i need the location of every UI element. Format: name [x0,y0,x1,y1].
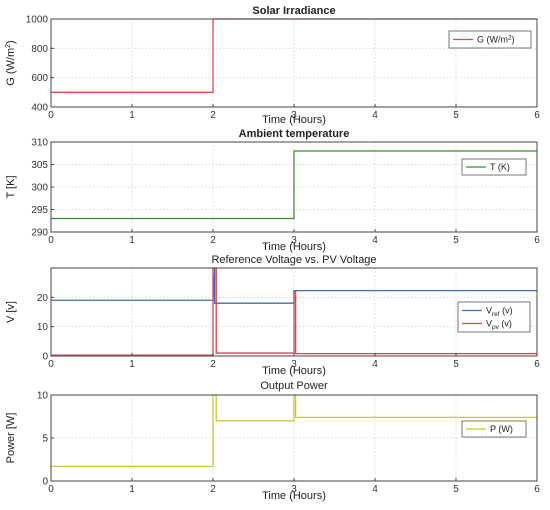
x-tick-label: 6 [534,359,540,370]
legend-label-main: V [486,306,492,316]
legend: Vref (v)Vpv (v) [457,301,531,333]
legend-label: T (K) [490,162,510,172]
y-tick-label: 10 [37,391,49,402]
chart-panel-3: 0 1 2 3 4 5 6 0 10 20 Reference Voltage vs. PV Vol… [5,254,540,377]
x-tick-label: 4 [372,110,378,121]
x-tick-label: 3 [291,110,297,121]
legend-label-main: V [486,319,492,329]
x-tick-label: 6 [534,484,540,495]
y-axis-label: T [K] [5,175,17,198]
x-tick-label: 1 [129,359,135,370]
legend-label: Vref (v) [486,306,513,319]
y-tick-label: 300 [31,183,48,194]
x-tick-label: 1 [129,484,135,495]
y-tick-label: 600 [31,73,48,84]
legend-label-tail: (v) [500,306,513,316]
legend: P (W) [461,420,527,438]
y-tick-label: 20 [37,293,49,304]
legend-label-sub: pv [492,324,500,331]
x-tick-label: 4 [372,359,378,370]
x-tick-label: 2 [210,359,216,370]
chart-title: Reference Voltage vs. PV Voltage [211,254,376,266]
y-tick-label: 5 [42,434,48,445]
x-tick-label: 4 [372,235,378,246]
legend-label: Vpv (v) [486,319,512,332]
y-axis-label-tail: ) [5,40,17,44]
legend-label: P (W) [490,424,513,434]
series-line-1 [51,150,537,220]
x-tick-label: 1 [129,235,135,246]
x-tick-label: 0 [48,235,54,246]
x-tick-label: 3 [291,484,297,495]
x-tick-label: 5 [453,484,459,495]
y-axis-label-sup: 2 [5,44,12,48]
legend-label-tail: ) [512,35,515,45]
legend: T (K) [461,158,527,176]
y-axis-label: Power [W] [5,413,17,464]
y-tick-label: 10 [37,322,49,333]
legend-label-sup: 2 [508,35,512,42]
x-tick-label: 2 [210,235,216,246]
x-tick-label: 3 [291,359,297,370]
x-tick-label: 4 [372,484,378,495]
x-tick-label: 0 [48,359,54,370]
x-axis-label: Time (Hours) [262,114,326,126]
chart-panel-4: 0 1 2 3 4 5 6 0 5 10 Output Power Time (Hours) Power… [5,380,540,502]
x-tick-label: 5 [453,235,459,246]
chart-title: Ambient temperature [239,128,350,140]
legend-label-main: G (W/m [477,35,508,45]
x-axis-label: Time (Hours) [262,490,326,502]
y-tick-label: 400 [31,103,48,114]
legend-label: G (W/m2) [477,35,515,45]
y-tick-label: 290 [31,228,48,239]
legend-box [461,420,527,438]
legend-box [448,30,532,49]
x-tick-label: 5 [453,110,459,121]
series-line-1 [51,394,537,468]
series-line-2 [51,267,537,356]
y-tick-label: 295 [31,205,48,216]
chart-title: Output Power [260,380,328,392]
y-tick-label: 1000 [26,15,49,26]
x-tick-label: 3 [291,235,297,246]
x-axis-label: Time (Hours) [262,365,326,377]
y-axis-label: V [v] [5,301,17,323]
x-tick-label: 1 [129,110,135,121]
x-tick-label: 2 [210,110,216,121]
x-tick-label: 0 [48,110,54,121]
y-tick-label: 305 [31,160,48,171]
y-axis-label-main: G (W/m [5,48,17,86]
legend-label-tail: (v) [499,319,512,329]
y-axis-label: G (W/m2) [5,40,17,85]
y-tick-label: 0 [42,352,48,363]
legend-box [461,158,527,176]
y-tick-label: 310 [31,138,48,149]
x-tick-label: 2 [210,484,216,495]
chart-title: Solar Irradiance [252,5,335,17]
x-tick-label: 6 [534,235,540,246]
y-tick-label: 0 [42,477,48,488]
legend-box [457,301,531,333]
x-tick-label: 6 [534,110,540,121]
chart-panel-2: 0 1 2 3 4 5 6 290 295 300 305 310 Ambient temperatur… [5,128,540,253]
x-tick-label: 5 [453,359,459,370]
legend-label-sub: ref [492,311,500,318]
y-tick-label: 800 [31,44,48,55]
x-tick-label: 0 [48,484,54,495]
chart-panel-1: 0 1 2 3 4 5 6 400 600 800 1000 Solar Irradiance Time… [5,5,540,126]
legend: G (W/m2) [448,30,532,49]
x-axis-label: Time (Hours) [262,241,326,253]
